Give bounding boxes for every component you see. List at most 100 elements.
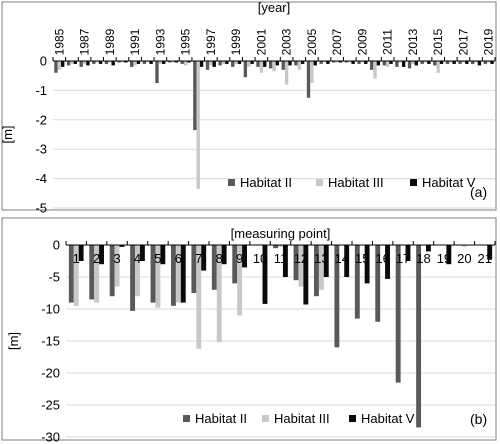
bar-habitat-v [242,245,247,268]
bar-habitat-v [439,61,444,64]
bar-habitat-ii [395,61,399,67]
bar-habitat-iii [474,61,478,63]
bar-habitat-iii [183,61,188,66]
y-axis-title: [m] [0,125,15,143]
x-tick-label: 9 [236,251,243,266]
bar-habitat-v [425,245,431,252]
bar-habitat-iii [196,245,202,349]
bar-habitat-ii [180,61,184,64]
bar-habitat-iii [298,245,304,287]
bar-habitat-ii [483,61,487,64]
bar-habitat-ii [314,245,319,297]
x-tick-label: 1985 [52,28,66,55]
bar-habitat-ii [382,61,386,66]
bar-habitat-v [490,61,494,64]
x-tick-label: 10 [253,251,267,266]
bar-habitat-ii [155,61,159,84]
bar-habitat-ii [294,61,298,66]
bar-habitat-v [344,245,350,277]
bar-habitat-ii [334,245,340,348]
bar-habitat-v [212,61,216,67]
bar-habitat-v [99,245,104,265]
y-tick-label: -5 [48,270,60,285]
panel-label: (a) [470,184,487,200]
y-tick-label: -3 [35,142,47,157]
x-tick-label: 6 [175,251,182,266]
bar-habitat-ii [471,61,475,64]
y-tick-label: -10 [41,302,60,317]
y-tick-label: -20 [41,366,60,381]
bar-habitat-ii [117,61,121,63]
bar-habitat-v [364,61,368,64]
x-tick-label: 1995 [179,28,193,55]
bar-habitat-iii [95,61,99,63]
legend-swatch [228,179,235,186]
bar-habitat-iii [82,61,87,64]
bar-habitat-iii [158,61,163,64]
bar-habitat-ii [232,245,238,284]
x-tick-label: 1999 [229,28,243,55]
bar-habitat-v [139,245,145,261]
bar-habitat-ii [193,61,197,131]
bar-habitat-v [405,245,411,261]
bar-habitat-iii [385,61,390,67]
bar-habitat-ii [191,245,197,293]
legend-swatch [410,179,417,186]
bar-habitat-v [199,61,204,67]
bar-habitat-iii [449,61,453,63]
bar-habitat-v [250,61,254,64]
bar-habitat-v [275,61,280,66]
bar-habitat-iii [423,61,428,63]
bar-habitat-v [376,61,381,66]
bar-habitat-iii [322,61,327,63]
x-axis-title: [measuring point] [231,226,331,241]
bar-habitat-v [237,61,242,64]
bar-habitat-v [149,61,153,64]
bar-habitat-iii [221,61,226,64]
x-tick-label: 7 [195,251,202,266]
bar-habitat-iii [461,245,467,247]
bar-habitat-v [389,61,393,64]
bar-habitat-v [78,245,84,261]
bar-habitat-v [446,245,452,265]
bar-habitat-iii [310,61,314,84]
chart-panel-a: 0 -1 -2 -3 -4 -5 [m] [year] 1985 1987 1989 1991 1993… [0,0,497,216]
x-tick-label: 2005 [305,28,319,55]
bar-habitat-v [201,245,207,271]
bar-habitat-v [351,61,355,64]
bar-habitat-ii [92,61,96,64]
bar-habitat-v [174,61,179,63]
chart-frame [1,1,497,211]
bar-habitat-v [323,245,329,277]
legend-swatch [183,415,190,422]
x-tick-label: 2015 [431,28,445,55]
x-tick-label: 19 [437,251,451,266]
x-tick-label: 2013 [406,28,420,55]
bar-habitat-v [262,245,268,304]
bar-habitat-iii [373,61,377,79]
x-tick-label: 2007 [330,28,344,55]
x-tick-label: 16 [375,251,389,266]
bar-habitat-iii [70,61,74,64]
x-tick-label: 18 [416,251,430,266]
y-tick-label: -2 [35,112,47,127]
x-tick-label: 20 [457,251,471,266]
legend-swatch [262,415,269,422]
bar-habitat-v [385,245,390,279]
bar-habitat-ii [354,245,360,319]
x-tick-label: 1989 [103,28,117,55]
bar-habitat-ii [369,61,374,70]
bar-habitat-v [111,61,115,66]
bar-habitat-ii [231,61,235,67]
bar-habitat-ii [407,61,412,69]
bar-habitat-ii [445,61,450,64]
bar-habitat-v [401,61,406,67]
bar-habitat-ii [433,61,437,66]
bar-habitat-v [300,61,305,64]
bar-habitat-iii [73,245,79,306]
x-axis-title: [year] [258,0,291,15]
bar-habitat-iii [318,245,324,290]
x-tick-label: 1 [73,251,80,266]
bar-habitat-iii [348,61,352,63]
